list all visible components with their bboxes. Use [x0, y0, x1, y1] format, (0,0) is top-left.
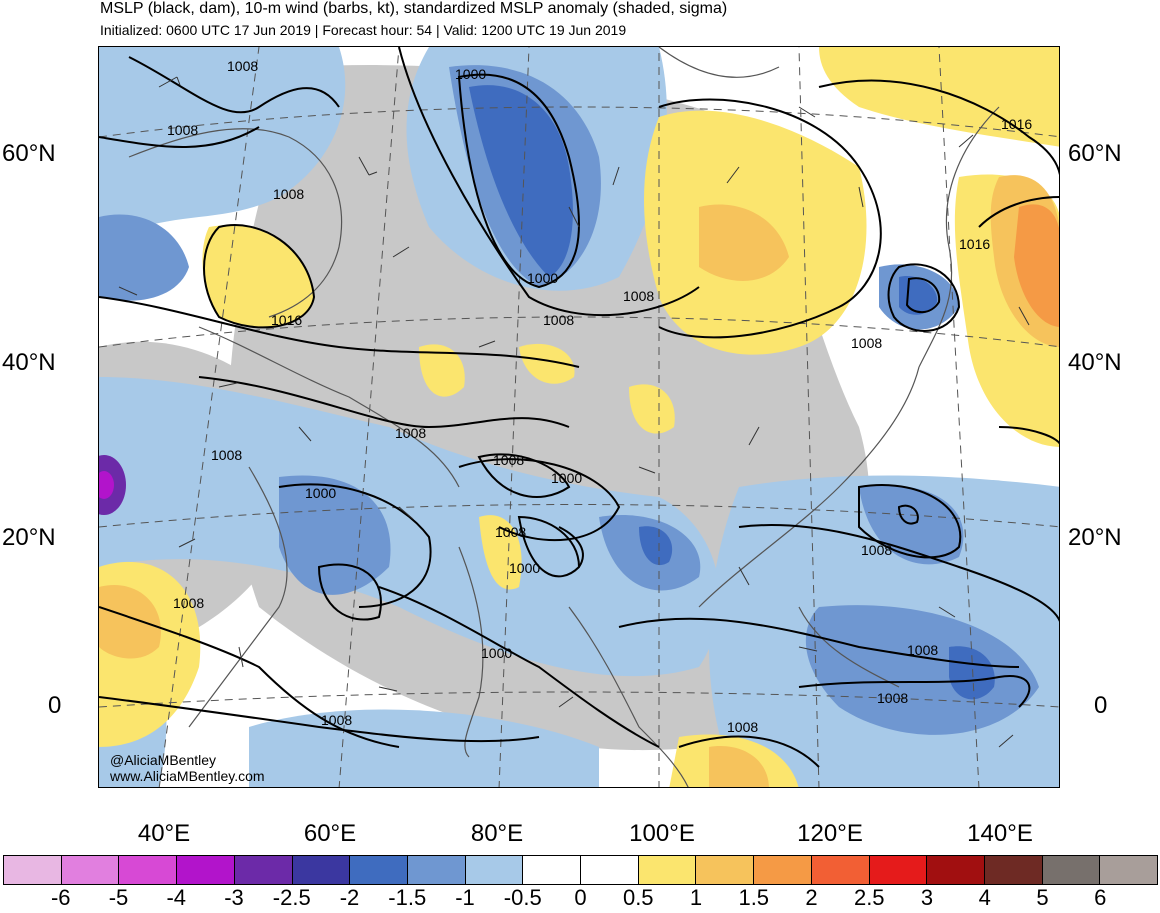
colorbar-swatch	[119, 856, 178, 884]
contour-label: 1008	[851, 335, 882, 351]
colorbar-swatch	[523, 856, 582, 884]
colorbar-label: 0.5	[622, 885, 654, 910]
contour-label: 1000	[481, 645, 512, 661]
lat-label-right: 60°N	[1068, 140, 1122, 167]
colorbar-swatch	[177, 856, 235, 884]
contour-label: 1008	[495, 524, 526, 540]
colorbar-swatch	[1100, 856, 1158, 884]
contour-label: 1008	[861, 542, 892, 558]
colorbar-label: 2	[805, 885, 818, 910]
graticule	[99, 47, 1059, 787]
contour-label: 1008	[395, 425, 426, 441]
colorbar-label: -5	[108, 885, 129, 910]
colorbar-label: 0	[574, 885, 587, 910]
colorbar-label: 2.5	[853, 885, 885, 910]
colorbar-label: -0.5	[503, 885, 542, 910]
colorbar-swatch	[292, 856, 351, 884]
contour-label: 1008	[727, 719, 758, 735]
colorbar-label: 6	[1094, 885, 1107, 910]
contour-label: 1008	[877, 690, 908, 706]
lon-label: 120°E	[797, 820, 863, 847]
contour-label: 1008	[167, 122, 198, 138]
lat-label-right: 40°N	[1068, 349, 1122, 376]
colorbar-swatch	[811, 856, 870, 884]
colorbar-label: -3	[224, 885, 244, 910]
contour-label: 1016	[271, 312, 302, 328]
colorbar-swatch	[61, 856, 120, 884]
mslp-contours	[99, 47, 1059, 768]
contour-label: 1000	[509, 560, 540, 576]
contour-label: 1008	[173, 595, 204, 611]
contour-label: 1008	[211, 447, 242, 463]
colorbar-swatch	[927, 856, 985, 884]
lon-label: 60°E	[303, 820, 357, 847]
chart-title: MSLP (black, dam), 10-m wind (barbs, kt)…	[100, 0, 728, 17]
contour-label: 1016	[1001, 116, 1032, 132]
contour-label: 1008	[623, 288, 654, 304]
contour-label: 1000	[305, 485, 336, 501]
lat-label-left: 20°N	[2, 524, 56, 551]
colorbar-swatch	[984, 856, 1043, 884]
colorbar-label: -6	[50, 885, 71, 910]
map-canvas: 1008 1008 1008 1016 1000 1000 1008 1008 …	[99, 47, 1059, 787]
credit-handle: @AliciaMBentley	[110, 752, 217, 768]
colorbar	[3, 855, 1158, 885]
contour-label: 1000	[455, 66, 486, 82]
credit-website: www.AliciaMBentley.com	[110, 768, 265, 784]
coastlines	[128, 47, 1000, 787]
contour-label: 1000	[527, 270, 558, 286]
colorbar-label: -4	[166, 885, 187, 910]
colorbar-label: 4	[978, 885, 991, 910]
contour-label: 1008	[321, 712, 352, 728]
colorbar-label: 3	[920, 885, 934, 910]
chart-subtitle: Initialized: 0600 UTC 17 Jun 2019 | Fore…	[100, 22, 627, 38]
colorbar-label: -2.5	[272, 885, 311, 910]
contour-label: 1008	[227, 58, 258, 74]
colorbar-swatch	[234, 856, 293, 884]
contour-label: 1008	[273, 186, 304, 202]
colorbar-swatch	[1042, 856, 1101, 884]
lat-label-left: 60°N	[2, 140, 56, 167]
colorbar-swatch	[638, 856, 697, 884]
colorbar-label: -1	[455, 885, 475, 910]
lat-label-right: 0	[1094, 692, 1108, 719]
colorbar-label: 5	[1036, 885, 1049, 910]
contour-label: 1016	[959, 236, 990, 252]
colorbar-swatch	[754, 856, 812, 884]
contour-label: 1008	[907, 642, 938, 658]
lon-label: 100°E	[629, 820, 695, 847]
colorbar-swatch	[869, 856, 928, 884]
lat-label-left: 40°N	[2, 349, 56, 376]
colorbar-swatch	[696, 856, 755, 884]
colorbar-label: 1	[689, 885, 703, 910]
lat-label-right: 20°N	[1068, 524, 1122, 551]
map-panel: 1008 1008 1008 1016 1000 1000 1008 1008 …	[98, 46, 1060, 788]
colorbar-swatch	[350, 856, 408, 884]
wind-barbs	[118, 76, 1030, 748]
colorbar-label: -2	[339, 885, 360, 910]
colorbar-swatch	[581, 856, 639, 884]
contour-label: 1008	[493, 452, 524, 468]
lon-label: 40°E	[137, 820, 191, 847]
contour-labels: 1008 1008 1008 1016 1000 1000 1008 1008 …	[167, 58, 1032, 735]
lon-label: 140°E	[967, 820, 1033, 847]
lon-label: 80°E	[470, 820, 524, 847]
contour-label: 1008	[543, 312, 574, 328]
lat-label-left: 0	[48, 692, 62, 719]
colorbar-swatch	[407, 856, 466, 884]
colorbar-label: -1.5	[388, 885, 427, 910]
colorbar-label: 1.5	[738, 885, 770, 910]
contour-label: 1000	[551, 470, 582, 486]
colorbar-swatch	[4, 856, 62, 884]
colorbar-swatch	[465, 856, 524, 884]
